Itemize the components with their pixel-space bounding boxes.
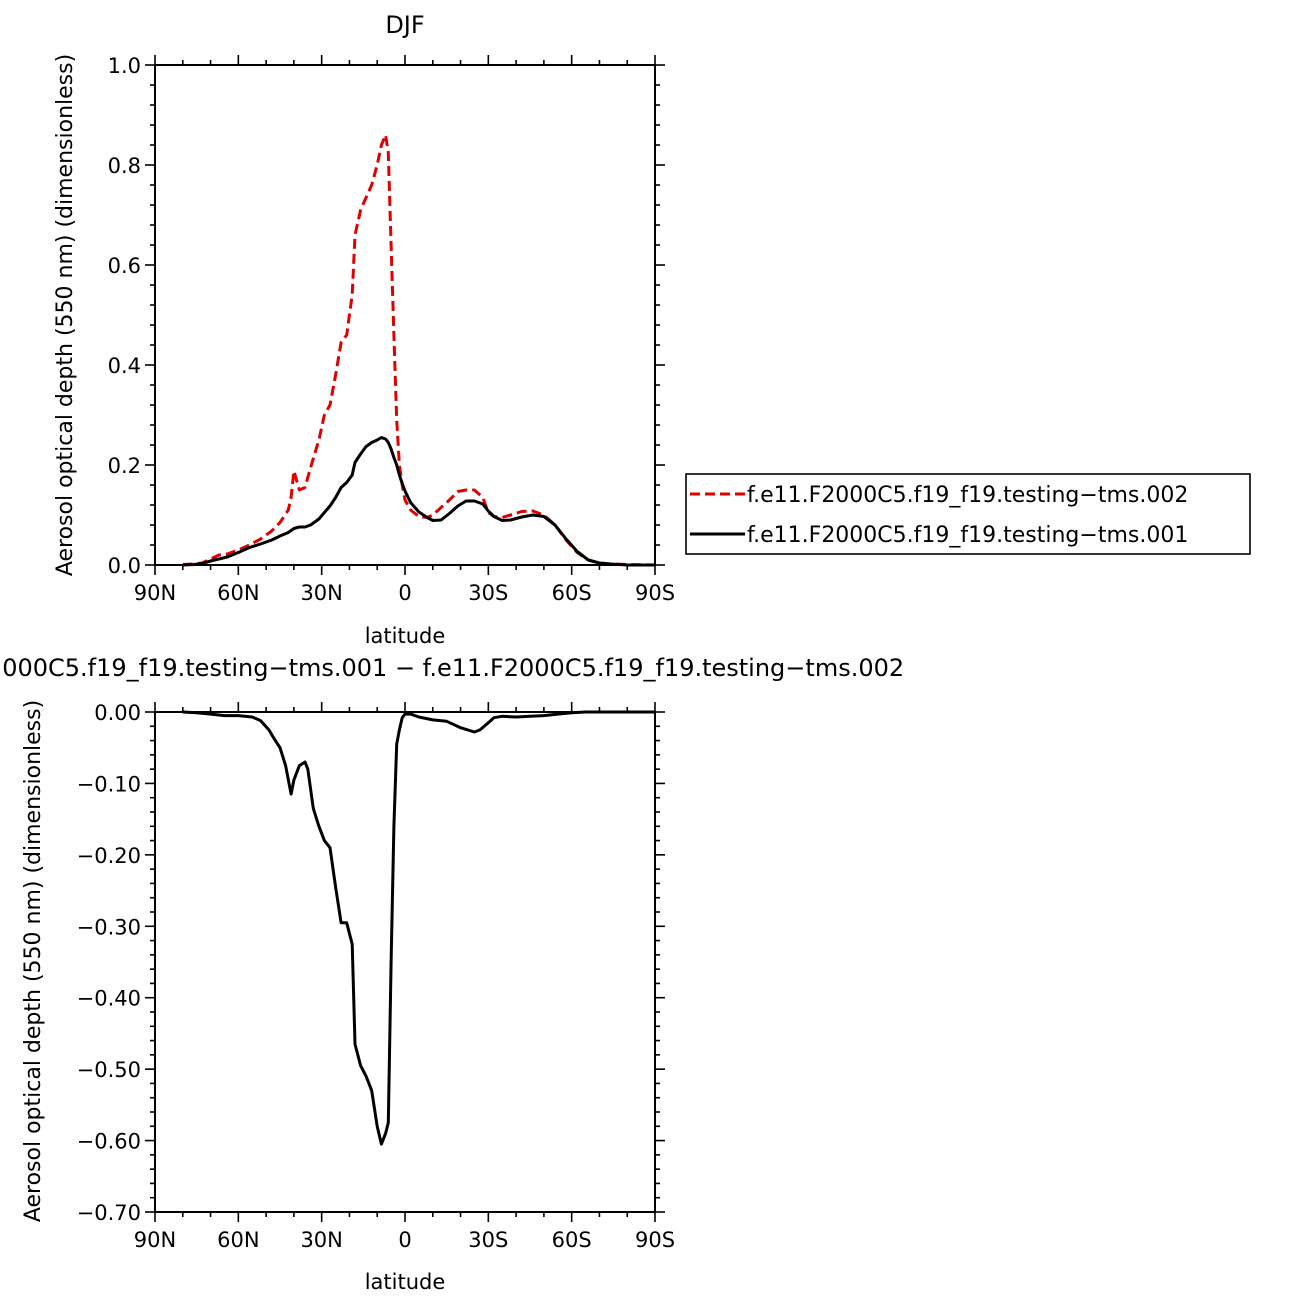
bottom-ytick-label: −0.40 — [77, 987, 141, 1011]
top-axis-ticks: 90N 60N 30N 0 30S 60S 90S 0.0 0.2 0.4 0.6 0.8 1.0 — [108, 54, 675, 605]
top-series-line-1 — [182, 436, 655, 567]
top-xtick-label: 30S — [468, 581, 508, 605]
top-ytick-label: 1.0 — [108, 54, 141, 78]
bottom-ytick-label: −0.50 — [77, 1058, 141, 1082]
bottom-xtick-label: 90S — [635, 1228, 675, 1252]
top-xtick-label: 90N — [134, 581, 176, 605]
bottom-xtick-label: 90N — [134, 1228, 176, 1252]
top-plot-frame — [154, 64, 656, 566]
top-ytick-label: 0.2 — [108, 454, 141, 478]
bottom-x-axis-label: latitude — [365, 1270, 446, 1294]
top-xtick-label: 60N — [217, 581, 259, 605]
bottom-xtick-label: 0 — [398, 1228, 411, 1252]
bottom-xtick-label: 30N — [300, 1228, 342, 1252]
bottom-ytick-label: −0.60 — [77, 1130, 141, 1154]
bottom-panel: f.e11.F2000C5.f19_f19.testing−tms.001 − … — [0, 654, 904, 1294]
top-ytick-label: 0.0 — [108, 554, 141, 578]
legend: f.e11.F2000C5.f19_f19.testing−tms.002 f.… — [685, 473, 1251, 555]
legend-label-tms-002: f.e11.F2000C5.f19_f19.testing−tms.002 — [747, 483, 1188, 508]
bottom-ytick-label: −0.70 — [77, 1201, 141, 1225]
bottom-ytick-label: 0.00 — [94, 701, 141, 725]
top-xtick-label: 30N — [300, 581, 342, 605]
bottom-ytick-label: −0.10 — [77, 772, 141, 796]
bottom-xtick-label: 60N — [217, 1228, 259, 1252]
bottom-chart-title: f.e11.F2000C5.f19_f19.testing−tms.001 − … — [0, 654, 904, 682]
top-y-axis-label: Aerosol optical depth (550 nm) (dimensio… — [53, 54, 78, 576]
bottom-ytick-label: −0.20 — [77, 844, 141, 868]
top-series-line-0 — [182, 133, 656, 567]
bottom-series-line-0 — [182, 710, 655, 1146]
bottom-ytick-label: −0.30 — [77, 915, 141, 939]
bottom-series-lines — [182, 710, 655, 1146]
top-xtick-label: 60S — [552, 581, 592, 605]
top-ytick-label: 0.6 — [108, 254, 141, 278]
top-panel: DJF Aerosol optical depth (550 nm) (dime… — [53, 11, 675, 648]
legend-box — [685, 473, 1251, 555]
top-xtick-label: 90S — [635, 581, 675, 605]
bottom-y-axis-label: Aerosol optical depth (550 nm) (dimensio… — [21, 700, 46, 1222]
top-x-axis-label: latitude — [365, 624, 446, 648]
bottom-axis-ticks: 90N 60N 30N 0 30S 60S 90S 0.00 −0.10 −0.20 −0.30 −0… — [77, 701, 675, 1252]
top-chart-title: DJF — [385, 11, 424, 39]
bottom-xtick-label: 30S — [468, 1228, 508, 1252]
top-xtick-label: 0 — [398, 581, 411, 605]
top-series-lines — [182, 133, 656, 567]
legend-label-tms-001: f.e11.F2000C5.f19_f19.testing−tms.001 — [747, 523, 1188, 548]
bottom-xtick-label: 60S — [552, 1228, 592, 1252]
top-ytick-label: 0.8 — [108, 154, 141, 178]
bottom-plot-frame — [154, 711, 656, 1213]
top-ytick-label: 0.4 — [108, 354, 141, 378]
